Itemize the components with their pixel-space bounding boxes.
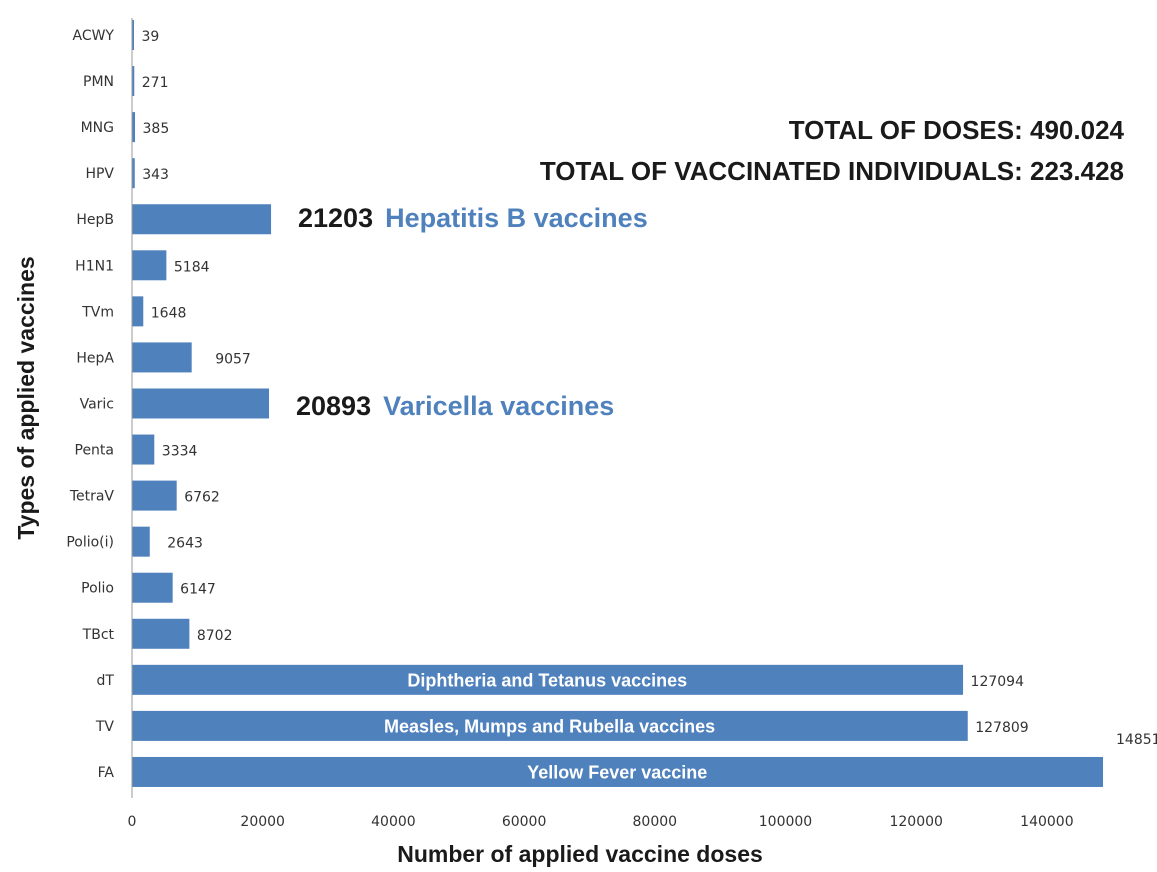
- x-axis-title: Number of applied vaccine doses: [397, 841, 763, 867]
- bar-mng: [132, 112, 136, 143]
- total-doses-text: TOTAL OF DOSES: 490.024: [789, 115, 1125, 145]
- value-label-mng: 385: [143, 121, 170, 137]
- bar-text-dt: Diphtheria and Tetanus vaccines: [407, 670, 687, 690]
- category-label-hepa: HepA: [76, 350, 114, 366]
- bar-tetrav: [132, 480, 177, 511]
- category-label-tv: TV: [95, 719, 115, 735]
- category-label-tvm: TVm: [81, 304, 114, 320]
- bar-h1n1: [132, 250, 167, 281]
- category-ticks: ACWY PMN MNG HPV HepB H1N1 TVm HepA Varic Penta Te…: [66, 28, 114, 781]
- bar-text-tv: Measles, Mumps and Rubella vaccines: [384, 716, 715, 736]
- value-label-hpv: 343: [142, 167, 169, 183]
- category-label-varic: Varic: [80, 396, 114, 412]
- x-tick-label-140000: 140000: [1020, 814, 1073, 830]
- value-label-dt: 127094: [971, 674, 1025, 690]
- value-label-tv: 127809: [975, 720, 1028, 736]
- x-axis-ticks: 0 20000 40000 60000 80000 100000 120000 140000: [128, 814, 1074, 830]
- bar-varic: [132, 388, 270, 419]
- category-label-hpv: HPV: [85, 166, 114, 182]
- category-label-polio-i: Polio(i): [66, 535, 114, 551]
- value-label-acwy: 39: [142, 29, 160, 45]
- category-label-h1n1: H1N1: [75, 258, 114, 274]
- value-label-tetrav: 6762: [184, 490, 220, 506]
- value-label-penta: 3334: [162, 444, 198, 460]
- x-tick-label-100000: 100000: [759, 814, 812, 830]
- value-label-tbct: 8702: [197, 628, 233, 644]
- value-label-pmn: 271: [142, 75, 169, 91]
- value-label-polio: 6147: [180, 582, 216, 598]
- value-label-polio-i: 2643: [167, 536, 203, 552]
- x-tick-label-20000: 20000: [240, 814, 285, 830]
- category-label-tetrav: TetraV: [69, 489, 115, 505]
- varic-callout-text: Varicella vaccines: [383, 391, 614, 421]
- bar-text-fa: Yellow Fever vaccine: [527, 762, 707, 782]
- x-tick-label-0: 0: [128, 814, 137, 830]
- category-label-dt: dT: [97, 673, 115, 689]
- bar-tbct: [132, 618, 190, 649]
- category-label-tbct: TBct: [82, 627, 115, 643]
- hepb-callout: 21203 Hepatitis B vaccines: [298, 203, 648, 233]
- x-tick-label-60000: 60000: [502, 814, 547, 830]
- category-label-pmn: PMN: [83, 74, 114, 90]
- value-label-tvm: 1648: [151, 305, 187, 321]
- bar-pmn: [132, 66, 135, 97]
- bar-polio-i: [132, 526, 150, 557]
- x-tick-label-40000: 40000: [371, 814, 416, 830]
- bar-penta: [132, 434, 155, 465]
- category-label-acwy: ACWY: [72, 28, 114, 44]
- bar-tv: [132, 710, 968, 741]
- y-axis-title: Types of applied vaccines: [13, 256, 39, 539]
- total-vaccinated-text: TOTAL OF VACCINATED INDIVIDUALS: 223.428: [540, 156, 1124, 186]
- bar-hepa: [132, 342, 192, 373]
- bar-fa: [132, 756, 1104, 787]
- value-label-hepa: 9057: [215, 351, 251, 367]
- value-label-h1n1: 5184: [174, 259, 210, 275]
- hepb-callout-number: 21203: [298, 203, 373, 233]
- bars-layer: Diphtheria and Tetanus vaccines Measles, …: [132, 20, 1104, 787]
- hepb-callout-text: Hepatitis B vaccines: [385, 203, 648, 233]
- x-tick-label-80000: 80000: [633, 814, 678, 830]
- value-labels: 39 271 385 343 5184 1648 9057 3334 6762 2643 6147 8…: [142, 29, 1157, 748]
- x-tick-label-120000: 120000: [889, 814, 942, 830]
- category-label-penta: Penta: [75, 443, 115, 459]
- bar-polio: [132, 572, 173, 603]
- category-label-polio: Polio: [81, 581, 114, 597]
- bar-hepb: [132, 204, 272, 235]
- category-label-mng: MNG: [81, 120, 114, 136]
- bar-hpv: [132, 158, 135, 189]
- bar-acwy: [132, 20, 134, 50]
- category-label-hepb: HepB: [76, 212, 114, 228]
- bar-tvm: [132, 296, 144, 327]
- bar-dt: [132, 664, 964, 695]
- varic-callout-number: 20893: [296, 391, 371, 421]
- varic-callout: 20893 Varicella vaccines: [296, 391, 614, 421]
- category-label-fa: FA: [98, 765, 115, 781]
